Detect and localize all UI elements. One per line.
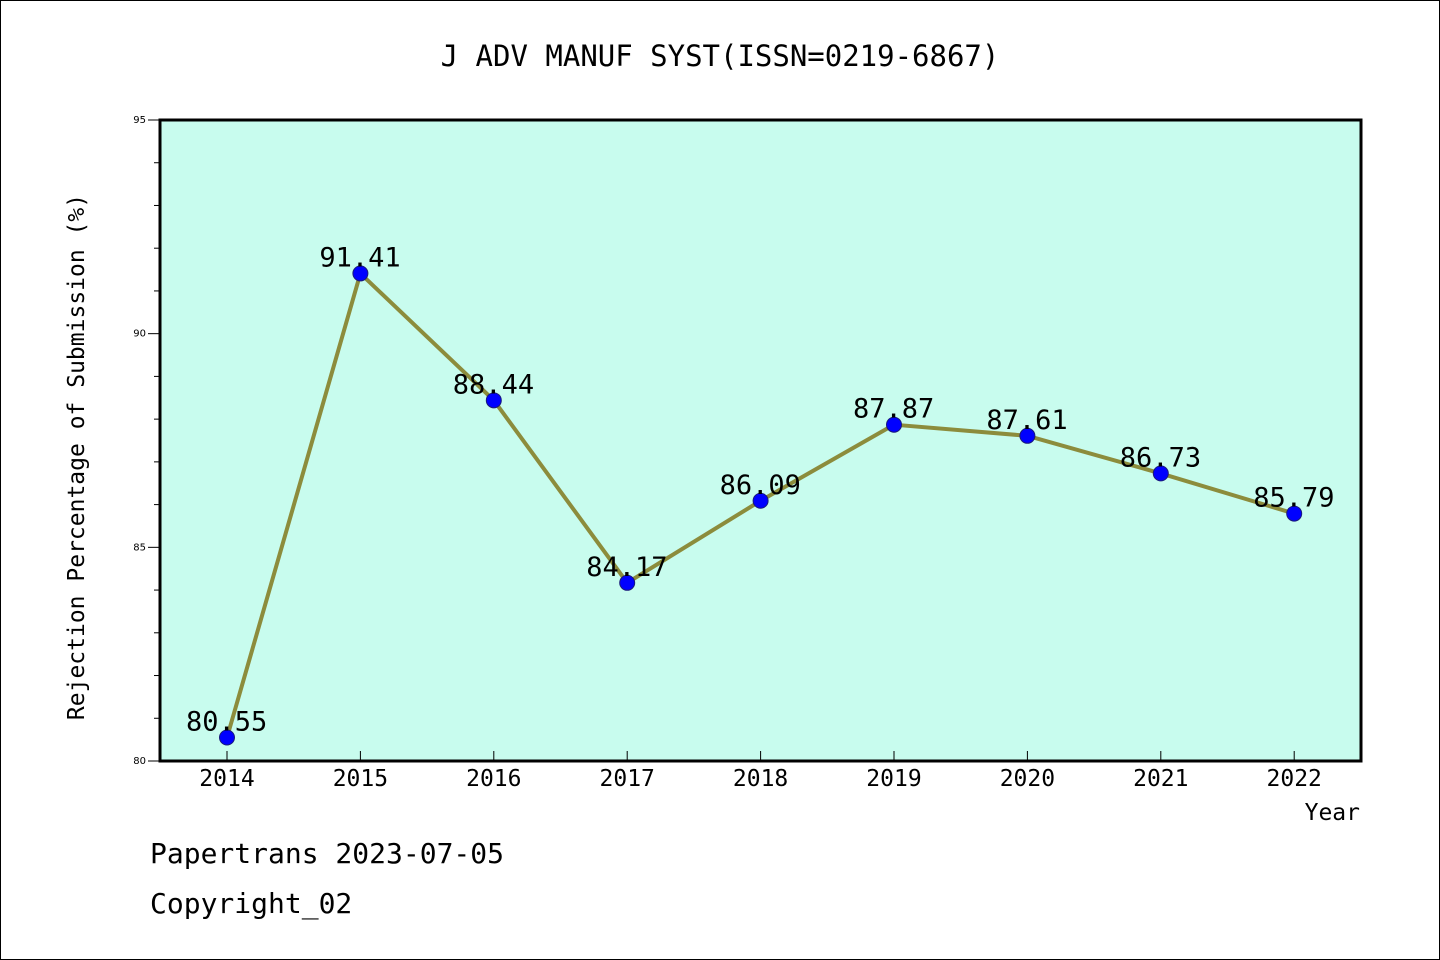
data-point xyxy=(219,729,235,746)
data-point xyxy=(886,416,902,433)
y-tick-label: 80 xyxy=(133,756,146,767)
data-label: 85.79 xyxy=(1253,483,1334,514)
data-point xyxy=(485,392,502,409)
x-tick-label: 2021 xyxy=(1133,766,1188,792)
data-label: 80.55 xyxy=(186,706,267,737)
data-label: 87.87 xyxy=(853,394,934,425)
chart-title: J ADV MANUF SYST(ISSN=0219-6867) xyxy=(441,39,1000,73)
x-tick-label: 2015 xyxy=(333,766,388,792)
data-label: 87.61 xyxy=(986,405,1067,436)
data-label: 86.73 xyxy=(1120,442,1201,473)
x-tick-label: 2016 xyxy=(466,766,521,792)
data-label: 91.41 xyxy=(319,242,400,273)
data-point xyxy=(752,492,769,509)
x-tick-label: 2014 xyxy=(199,766,254,792)
data-label: 84.17 xyxy=(586,552,667,583)
data-point xyxy=(1152,465,1169,482)
data-point xyxy=(352,265,369,282)
data-label: 88.44 xyxy=(453,369,534,400)
y-tick-label: 85 xyxy=(133,542,146,553)
data-label: 86.09 xyxy=(720,470,801,501)
x-tick-label: 2018 xyxy=(733,766,788,792)
y-tick-label: 90 xyxy=(133,329,146,340)
y-axis: 80 85 90 95 xyxy=(133,115,160,767)
footer-date: Papertrans 2023-07-05 xyxy=(150,837,505,870)
plot-area xyxy=(158,118,1363,763)
x-axis: 2014 2015 2016 2017 2018 2019 2020 2021 2022 xyxy=(199,751,1322,792)
x-tick-label: 2022 xyxy=(1267,766,1322,792)
data-point xyxy=(1019,427,1036,444)
data-point xyxy=(1286,505,1303,522)
y-tick-label: 95 xyxy=(133,115,146,126)
data-labels: 80.55 91.41 88.44 84.17 86.09 87.87 87.61 86.73… xyxy=(186,242,1334,737)
x-tick-label: 2019 xyxy=(866,766,921,792)
x-axis-label: Year xyxy=(1305,800,1360,826)
x-tick-label: 2017 xyxy=(600,766,655,792)
x-tick-label: 2020 xyxy=(1000,766,1055,792)
footer-copyright: Copyright_02 xyxy=(150,887,353,920)
y-axis-label: Rejection Percentage of Submission (%) xyxy=(64,194,90,720)
series-line-group xyxy=(219,265,1303,746)
data-point xyxy=(619,574,636,591)
